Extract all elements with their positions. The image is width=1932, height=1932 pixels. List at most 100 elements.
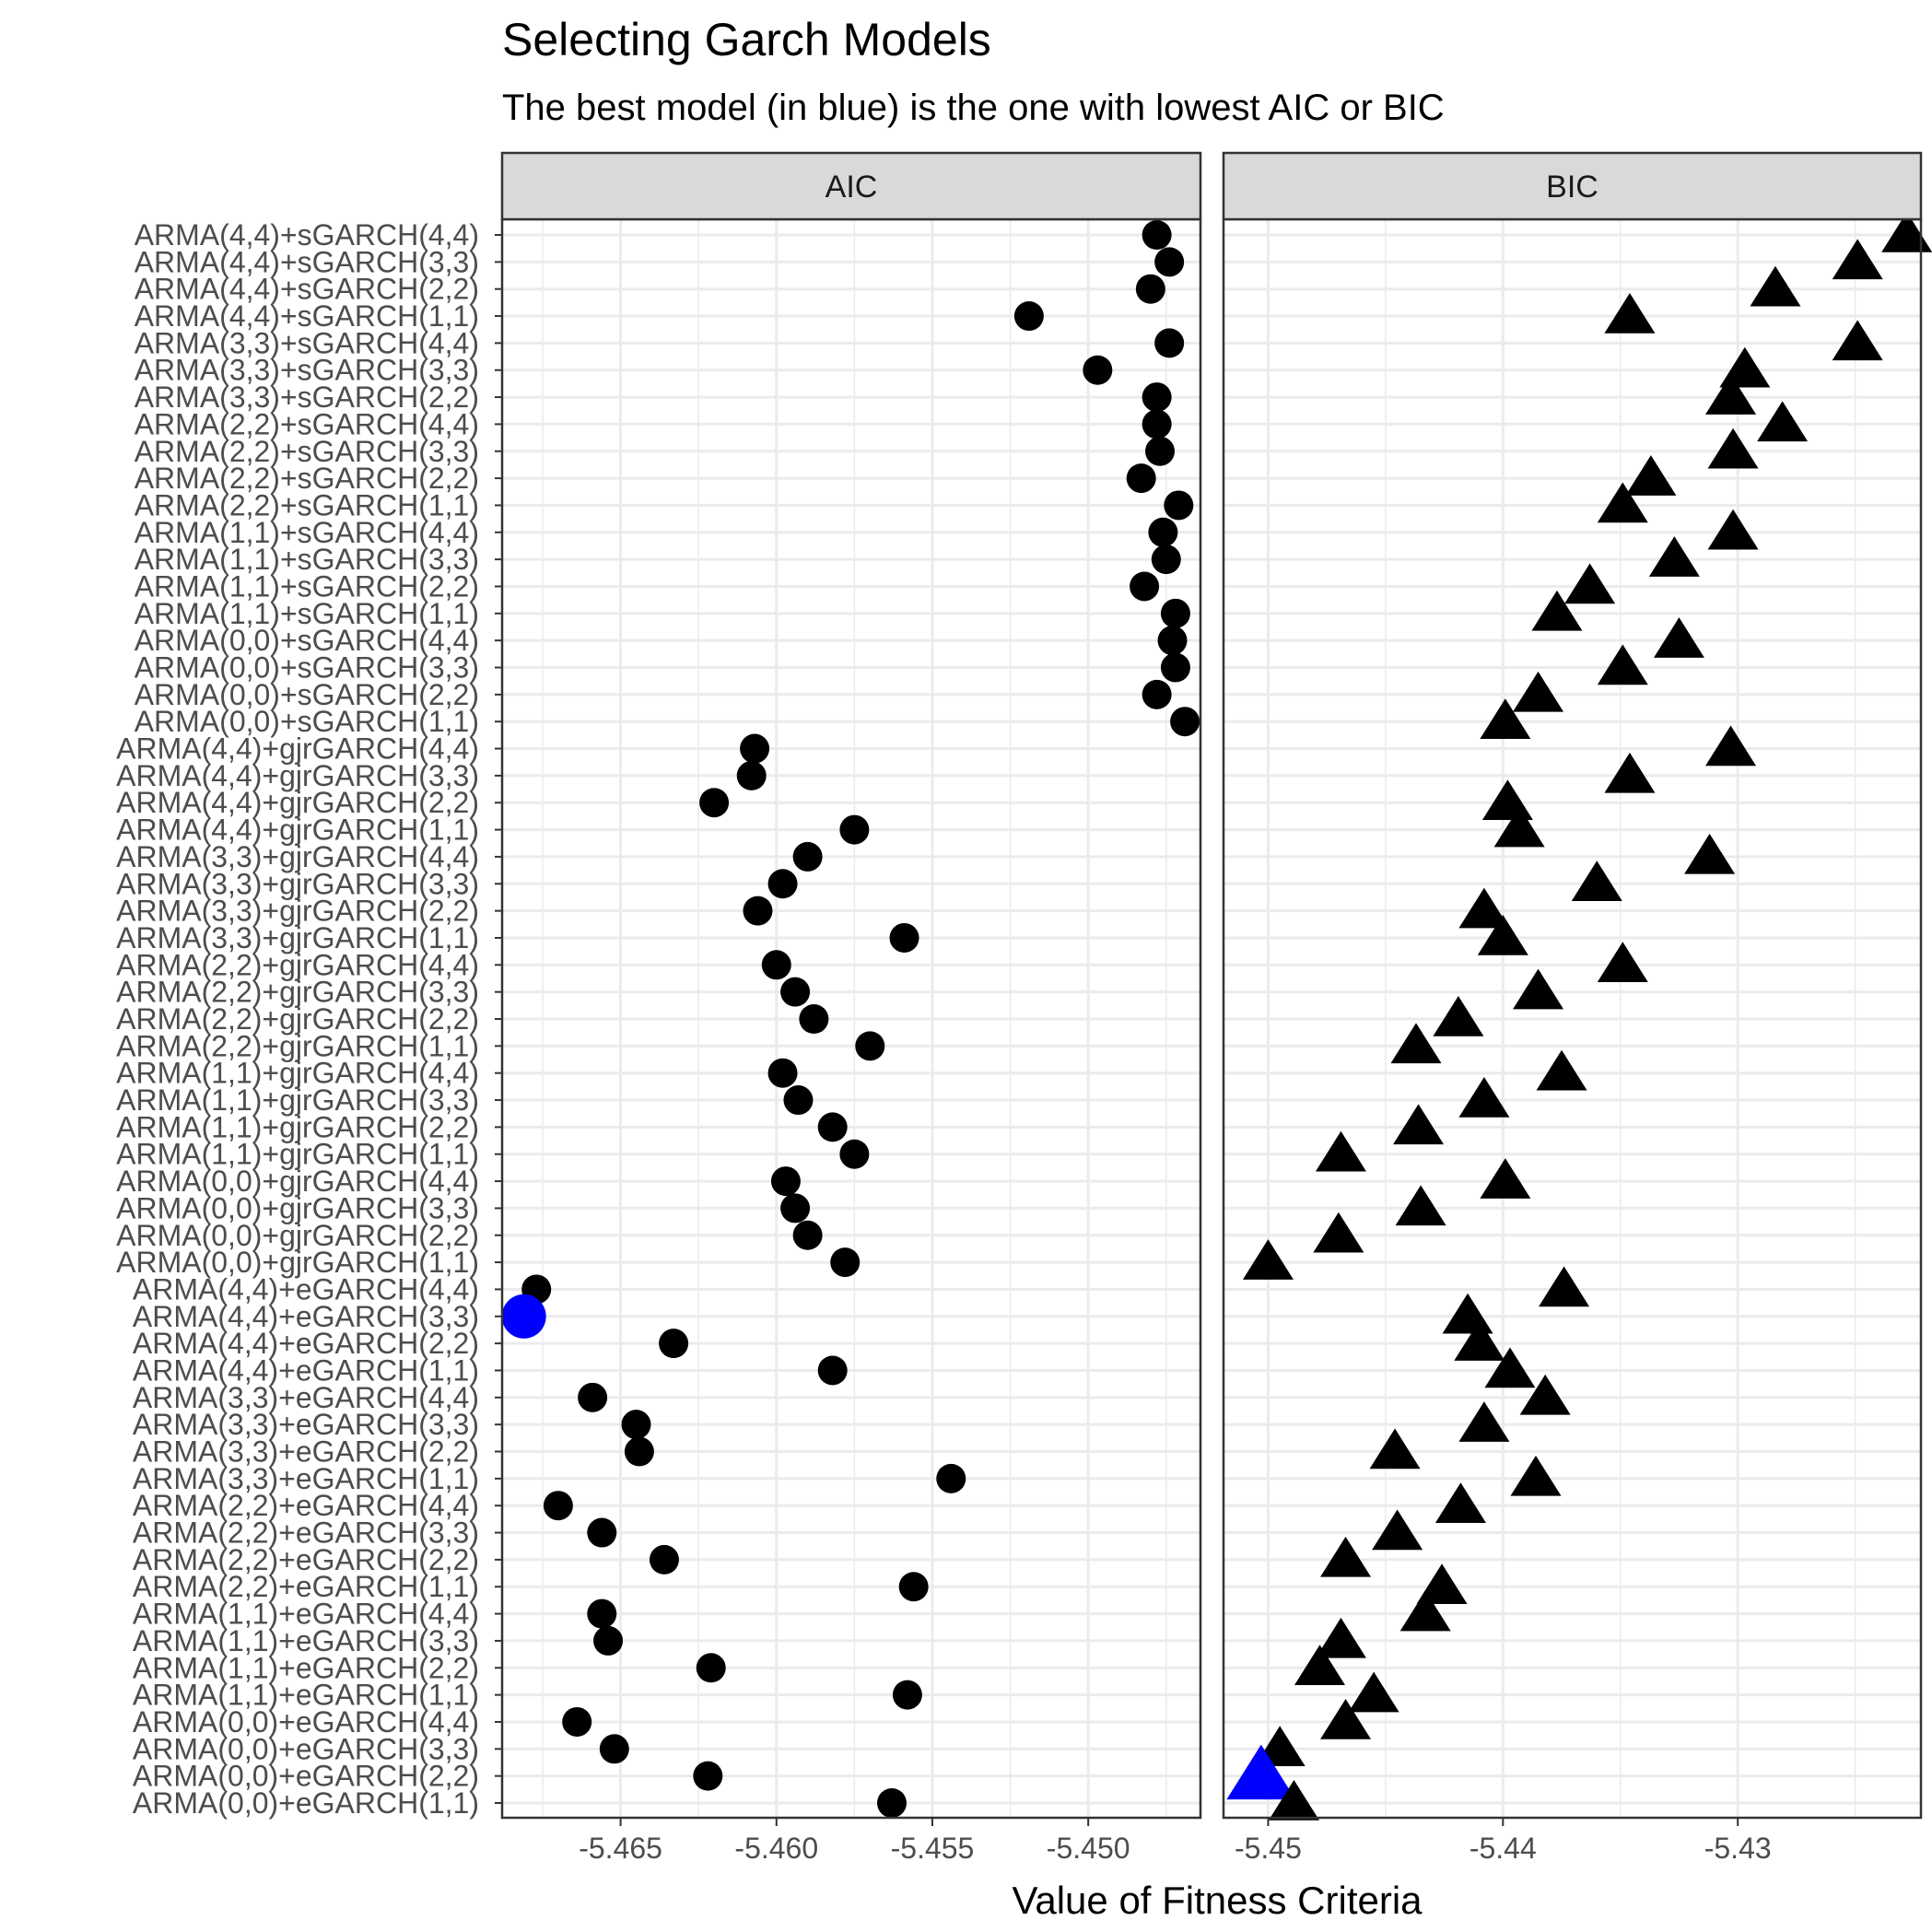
data-point xyxy=(780,977,811,1007)
data-point xyxy=(1571,861,1622,902)
data-point xyxy=(1705,374,1757,415)
data-point xyxy=(621,1410,651,1440)
data-point xyxy=(1536,1049,1587,1091)
data-point xyxy=(1313,1212,1364,1253)
data-point xyxy=(1395,1185,1446,1226)
y-tick-label: ARMA(3,3)+sGARCH(4,4) xyxy=(135,326,479,359)
data-point xyxy=(1013,301,1044,332)
data-point xyxy=(839,1139,870,1169)
y-tick-label: ARMA(4,4)+eGARCH(4,4) xyxy=(133,1272,479,1306)
y-tick-label: ARMA(1,1)+gjrGARCH(4,4) xyxy=(116,1057,479,1090)
data-point xyxy=(1315,1617,1366,1658)
data-point xyxy=(1348,1671,1399,1713)
y-tick-label: ARMA(3,3)+gjrGARCH(1,1) xyxy=(116,921,479,954)
y-tick-label: ARMA(1,1)+eGARCH(3,3) xyxy=(133,1624,479,1657)
y-tick-label: ARMA(1,1)+gjrGARCH(3,3) xyxy=(116,1083,479,1117)
best-model-point xyxy=(501,1294,546,1339)
data-point xyxy=(1142,679,1172,709)
data-point xyxy=(1458,1077,1510,1118)
y-tick-label: ARMA(2,2)+gjrGARCH(3,3) xyxy=(116,976,479,1009)
x-tick-label: -5.455 xyxy=(891,1832,975,1865)
panels: AIC -5.465 -5.460 -5.455 -5.450 BIC -5.45 -5.44… xyxy=(500,151,1932,1865)
data-point xyxy=(1881,212,1932,252)
y-tick-label: ARMA(4,4)+sGARCH(1,1) xyxy=(135,299,479,333)
data-point xyxy=(889,922,919,953)
facet-strip xyxy=(1222,151,1923,221)
data-point xyxy=(898,1572,929,1602)
data-point xyxy=(587,1517,617,1548)
y-tick-label: ARMA(1,1)+eGARCH(1,1) xyxy=(133,1679,479,1712)
data-point xyxy=(767,1058,798,1088)
y-tick-label: ARMA(1,1)+sGARCH(4,4) xyxy=(135,516,479,549)
data-point xyxy=(578,1382,608,1412)
chart-subtitle: The best model (in blue) is the one with… xyxy=(502,88,1445,128)
data-point xyxy=(1126,463,1156,494)
data-point xyxy=(1480,698,1531,739)
data-point xyxy=(699,788,730,818)
data-point xyxy=(1135,274,1165,304)
x-tick-label: -5.465 xyxy=(579,1832,662,1865)
y-tick-label: ARMA(4,4)+eGARCH(3,3) xyxy=(133,1300,479,1333)
y-tick-label: ARMA(4,4)+sGARCH(3,3) xyxy=(135,245,479,278)
data-point xyxy=(1157,626,1188,656)
y-tick-label: ARMA(4,4)+eGARCH(1,1) xyxy=(133,1353,479,1387)
data-point xyxy=(543,1491,573,1521)
data-point xyxy=(783,1085,814,1116)
y-tick-label: ARMA(2,2)+sGARCH(1,1) xyxy=(135,488,479,521)
data-point xyxy=(892,1680,922,1710)
facet-strip xyxy=(500,151,1202,221)
y-tick-label: ARMA(2,2)+gjrGARCH(4,4) xyxy=(116,948,479,981)
data-point xyxy=(1142,409,1172,439)
data-point xyxy=(599,1734,629,1764)
y-tick-label: ARMA(1,1)+sGARCH(3,3) xyxy=(135,543,479,576)
y-tick-label: ARMA(1,1)+gjrGARCH(2,2) xyxy=(116,1110,479,1143)
y-tick-label: ARMA(2,2)+eGARCH(2,2) xyxy=(133,1543,479,1576)
data-point xyxy=(1597,644,1648,685)
data-point xyxy=(1513,968,1564,1010)
data-point xyxy=(562,1706,592,1737)
data-point xyxy=(1454,1320,1505,1361)
data-point xyxy=(936,1463,966,1493)
data-point xyxy=(817,1112,848,1142)
x-axis-title: Value of Fitness Criteria xyxy=(1012,1879,1423,1922)
data-point xyxy=(736,760,767,790)
data-point xyxy=(792,841,823,872)
data-point xyxy=(767,869,798,899)
data-point xyxy=(1151,544,1181,575)
y-tick-label: ARMA(3,3)+eGARCH(4,4) xyxy=(133,1381,479,1414)
data-point xyxy=(1145,436,1176,466)
y-tick-label: ARMA(0,0)+gjrGARCH(3,3) xyxy=(116,1191,479,1224)
data-point xyxy=(1707,509,1759,550)
data-point xyxy=(1477,914,1528,955)
data-point xyxy=(1458,1401,1510,1442)
y-tick-label: ARMA(3,3)+eGARCH(1,1) xyxy=(133,1462,479,1495)
y-tick-label: ARMA(3,3)+sGARCH(3,3) xyxy=(135,354,479,387)
data-point xyxy=(817,1355,848,1386)
y-tick-label: ARMA(0,0)+eGARCH(4,4) xyxy=(133,1705,479,1739)
data-point xyxy=(1832,320,1883,361)
data-point xyxy=(799,1004,829,1034)
y-tick-label: ARMA(3,3)+sGARCH(2,2) xyxy=(135,381,479,414)
data-point xyxy=(1750,265,1801,307)
y-tick-label: ARMA(0,0)+sGARCH(4,4) xyxy=(135,624,479,657)
data-point xyxy=(1369,1428,1421,1469)
data-point xyxy=(1320,1698,1372,1739)
y-tick-label: ARMA(4,4)+gjrGARCH(1,1) xyxy=(116,814,479,847)
y-tick-label: ARMA(1,1)+sGARCH(2,2) xyxy=(135,569,479,603)
y-tick-label: ARMA(3,3)+eGARCH(2,2) xyxy=(133,1435,479,1469)
data-point xyxy=(1315,1130,1366,1172)
y-tick-label: ARMA(4,4)+sGARCH(2,2) xyxy=(135,273,479,306)
y-tick-label: ARMA(0,0)+eGARCH(3,3) xyxy=(133,1732,479,1765)
data-point xyxy=(1513,671,1564,712)
data-point xyxy=(1154,328,1185,358)
y-tick-label: ARMA(4,4)+gjrGARCH(3,3) xyxy=(116,759,479,792)
data-point xyxy=(792,1220,823,1250)
y-tick-label: ARMA(2,2)+sGARCH(2,2) xyxy=(135,462,479,495)
y-tick-label: ARMA(4,4)+sGARCH(4,4) xyxy=(135,218,479,252)
y-tick-label: ARMA(0,0)+gjrGARCH(4,4) xyxy=(116,1165,479,1198)
data-point xyxy=(624,1436,654,1467)
data-point xyxy=(1597,482,1648,523)
data-point xyxy=(1539,1266,1590,1307)
y-tick-label: ARMA(1,1)+eGARCH(2,2) xyxy=(133,1651,479,1684)
data-point xyxy=(839,814,870,845)
